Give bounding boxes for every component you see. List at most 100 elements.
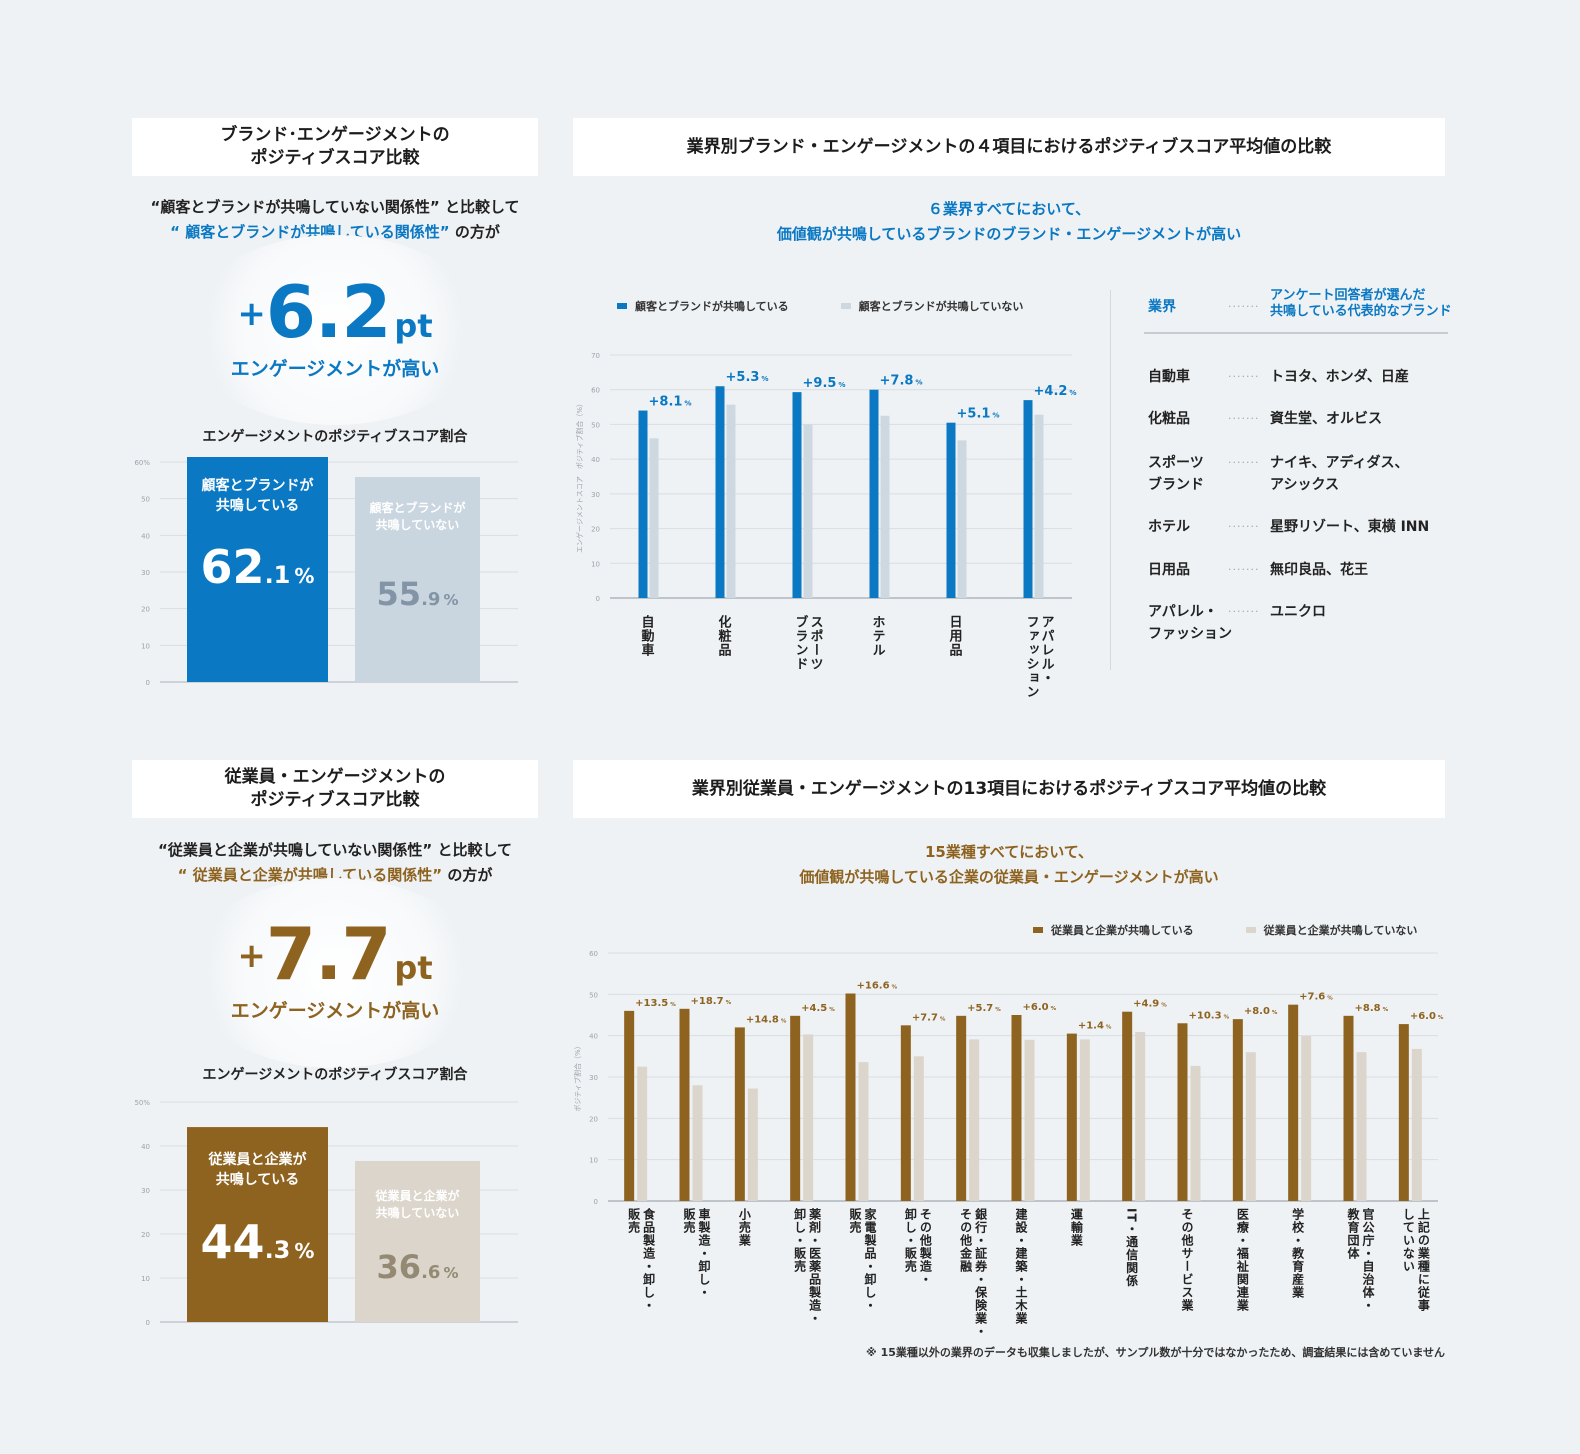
bar-not-resonating [858,1062,869,1201]
brand-bar2-label-1: 顧客とブランドが [369,501,466,515]
bar-not-resonating [649,438,659,598]
y-axis-label: ポジティブ割合（%） [573,1042,582,1111]
diff-label: +13.5% [635,998,676,1009]
y-tick-label: 0 [146,1319,150,1327]
bar-not-resonating [637,1066,648,1201]
bar-resonating [1177,1023,1188,1201]
diff-label: +18.7% [691,996,732,1007]
bar-not-resonating [969,1039,980,1201]
brand-bar1-value: 62.1% [187,540,328,594]
y-tick-label: 10 [141,642,150,650]
employee-bar1-label-1: 従業員と企業が [208,1152,307,1168]
bar-resonating [946,422,956,598]
brand-bar1-int: 62 [200,540,265,594]
employee-industry-subtitle: 15業種すべてにおいて、 価値観が共鳴している企業の従業員・エンゲージメントが高… [573,840,1445,890]
employee-panel-title: 従業員・エンゲージメントの ポジティブスコア比較 [132,760,538,818]
legend-swatch-resonating [617,303,627,309]
bar-not-resonating [1356,1052,1367,1201]
employee-industry-legend: 従業員と企業が共鳴している 従業員と企業が共鳴していない [1033,922,1417,938]
employee-compare-line2: “ 従業員と企業が共鳴している関係性” の方が [110,863,560,888]
y-tick-label: 50 [141,496,150,504]
y-axis-label: エンゲージメントスコア ポジティブ割合（%） [575,400,584,553]
employee-bar1-int: 44 [200,1215,265,1269]
brand-bar1-pct: % [294,564,315,588]
y-tick-label: 30 [589,1074,598,1082]
brand-bar1-label-2: 共鳴している [215,498,300,514]
diff-label: +8.1% [649,395,692,410]
y-tick-label: 0 [594,1198,598,1205]
brand-table-header-dots: ······· [1228,300,1260,313]
diff-label: +7.8% [880,374,923,389]
y-tick-label: 0 [596,595,600,603]
x-category-label: 建設・建築・土木業 [1014,1208,1028,1325]
diff-label: +1.4% [1078,1021,1112,1032]
bar-resonating [1011,1015,1022,1201]
bar-resonating [734,1027,745,1201]
employee-bar2-dec: .6 [421,1262,441,1283]
brand-summary-chart: 60% 50 40 30 20 10 0 [134,457,518,687]
bar-not-resonating [1190,1065,1201,1201]
employee-industry-title: 業界別従業員・エンゲージメントの13項目におけるポジティブスコア平均値の比較 [573,760,1445,818]
y-tick-label: 20 [589,1115,598,1123]
bar-not-resonating [803,424,813,598]
brand-table-brands: 資生堂、オルビス [1270,411,1382,427]
employee-big-value: 7.7 [265,912,392,996]
brand-industry-title: 業界別ブランド・エンゲージメントの４項目におけるポジティブスコア平均値の比較 [573,118,1445,176]
bar-resonating [900,1025,911,1201]
diff-label: +7.6% [1299,992,1333,1003]
x-category-label: 自動車 [638,615,654,657]
bar-not-resonating [1079,1039,1090,1201]
employee-compare-line1: “従業員と企業が共鳴していない関係性” と比較して [157,841,513,859]
brand-table-industry: スポーツ ブランド [1148,455,1204,493]
employee-summary-chart: 50% 40 30 20 10 0 [134,1099,518,1327]
diff-label: +14.8% [746,1014,787,1025]
y-tick-label: 60% [134,459,150,467]
employee-bar2-label: 従業員と企業が 共鳴していない [355,1188,480,1222]
brand-industry-subtitle-1: ６業界すべてにおいて、 [927,200,1091,218]
brand-bar2-dec: .9 [421,589,441,610]
y-tick-label: 50 [591,421,600,429]
x-category-label: その他サービス業 [1180,1208,1194,1312]
brand-bar-not-resonating [355,477,480,682]
diff-label: +9.5% [803,376,846,391]
y-tick-label: 20 [141,606,150,614]
brand-bar2-value: 55.9% [355,575,480,613]
y-tick-label: 40 [589,1033,598,1041]
y-tick-label: 40 [591,456,600,464]
brand-table-dots: ······· [1228,370,1260,383]
employee-bar1-pct: % [294,1239,315,1263]
diff-label: +4.9% [1133,999,1167,1010]
bar-resonating [956,1015,967,1201]
brand-table-dots: ······· [1228,412,1260,425]
brand-panel-title: ブランド･エンゲージメントの ポジティブスコア比較 [132,118,538,176]
x-category-label: アパレル・ ファッション [1023,615,1054,699]
x-category-label: 薬剤・医薬品製造・ 卸し・販売 [792,1208,822,1325]
employee-title-line2: ポジティブスコア比較 [250,790,420,810]
brand-big-score: +6.2 pt [130,270,540,354]
brand-table-dots: ······· [1228,456,1260,469]
brand-title-line2: ポジティブスコア比較 [250,148,420,168]
brand-industry-chart: 0 10 20 30 40 50 60 70 エンゲージメントスコア ポジティブ割合（%） +8.… [575,352,1077,603]
employee-big-plus: + [237,936,266,976]
bar-resonating [1232,1019,1243,1201]
brand-bar2-pct: % [443,591,459,609]
diff-label: +6.0% [1410,1011,1444,1022]
employee-bar1-dec: .3 [264,1236,291,1264]
bar-not-resonating [1245,1052,1256,1201]
employee-industry-chart: 0 10 20 30 40 50 60 ポジティブ割合（%） +13.5% +18.7 % +14.8… [573,950,1444,1205]
legend-label-emp-not-resonating: 従業員と企業が共鳴していない [1263,924,1418,937]
brand-table-header-rule [1144,332,1448,334]
y-tick-label: 40 [141,1143,150,1151]
brand-table-brands: ユニクロ [1270,604,1326,620]
diff-label: +16.6% [857,981,898,992]
brand-big-caption: エンゲージメントが高い [230,358,440,380]
x-category-label: 家電製品・卸し・ 販売 [848,1208,877,1312]
bar-resonating [1023,400,1033,598]
brand-table-dots: ······· [1228,605,1260,618]
x-category-label: 日用品 [946,615,962,657]
brand-table-industry: 化粧品 [1148,411,1190,427]
brand-industry-legend: 顧客とブランドが共鳴している 顧客とブランドが共鳴していない [617,298,1023,314]
employee-chart-title: エンゲージメントのポジティブスコア割合 [202,1067,468,1083]
employee-bar2-value: 36.6% [355,1248,480,1286]
x-category-label: 学校・教育産業 [1290,1208,1305,1299]
